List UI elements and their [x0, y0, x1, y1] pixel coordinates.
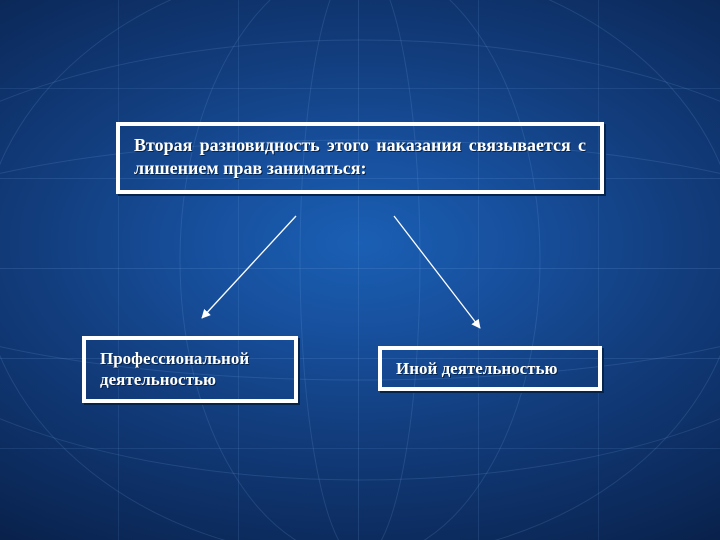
left-node: Профессиональной деятельностью	[82, 336, 298, 403]
right-node-text: Иной деятельностью	[396, 358, 584, 379]
arrows-layer	[0, 0, 720, 540]
right-node: Иной деятельностью	[378, 346, 602, 391]
root-node-text: Вторая разновидность этого наказания свя…	[134, 134, 586, 179]
edge-root-right	[394, 216, 480, 328]
left-node-text: Профессиональной деятельностью	[100, 348, 280, 391]
background-grid	[0, 0, 720, 540]
edge-root-left	[202, 216, 296, 318]
slide: Вторая разновидность этого наказания свя…	[0, 0, 720, 540]
background-globe-curves	[0, 0, 720, 540]
root-node: Вторая разновидность этого наказания свя…	[116, 122, 604, 194]
